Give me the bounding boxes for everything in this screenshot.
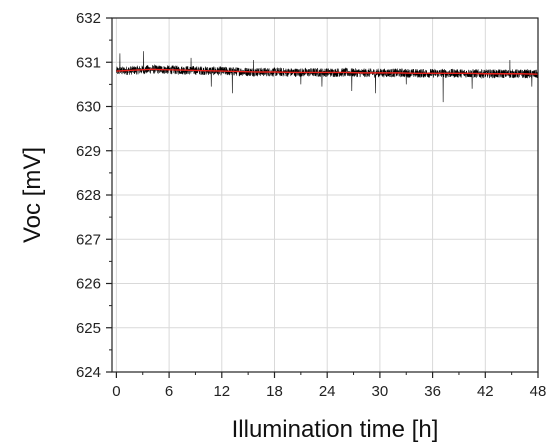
x-tick-label: 42: [477, 383, 494, 400]
x-tick-label: 6: [165, 383, 173, 400]
x-tick-label: 18: [266, 383, 283, 400]
y-tick-label: 624: [76, 364, 101, 381]
x-tick-label: 24: [319, 383, 336, 400]
y-tick-label: 629: [76, 143, 101, 160]
x-tick-label: 12: [213, 383, 230, 400]
x-tick-label: 0: [112, 383, 120, 400]
y-tick-label: 630: [76, 99, 101, 116]
y-tick-label: 628: [76, 187, 101, 204]
grid: [112, 18, 538, 372]
y-axis-title: Voc [mV]: [19, 147, 46, 243]
y-tick-label: 625: [76, 320, 101, 337]
data-area: [116, 51, 539, 103]
axis-ticks: 0 6 12 18 24 30 36 42 48 624 625 626 627 628 629 630 631…: [76, 10, 546, 400]
x-axis-title: Illumination time [h]: [232, 416, 439, 443]
smoothed-voc-line: [116, 68, 539, 75]
x-tick-label: 48: [530, 383, 547, 400]
y-tick-label: 632: [76, 10, 101, 27]
x-tick-label: 30: [372, 383, 389, 400]
y-tick-label: 631: [76, 54, 101, 71]
y-tick-label: 627: [76, 231, 101, 248]
x-tick-label: 36: [424, 383, 441, 400]
y-tick-label: 626: [76, 276, 101, 293]
